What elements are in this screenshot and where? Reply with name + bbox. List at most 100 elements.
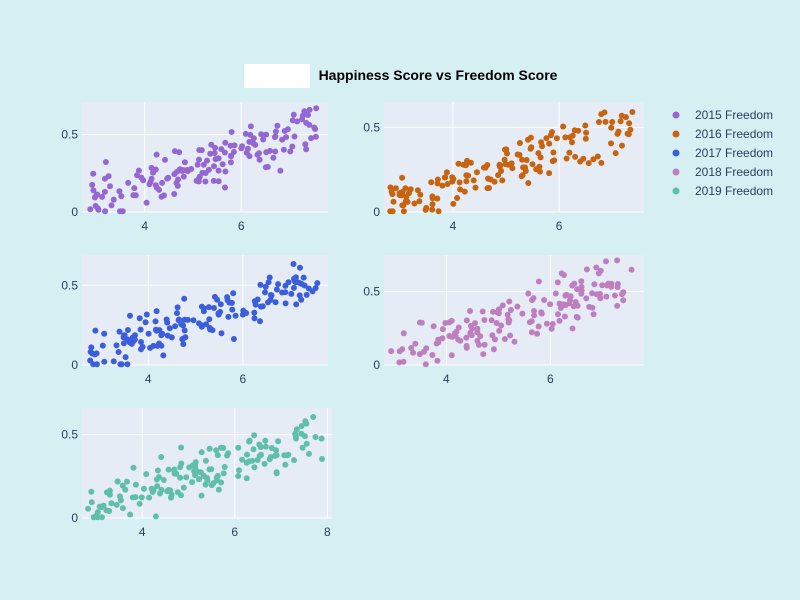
data-point: [90, 170, 97, 177]
data-point: [125, 179, 132, 186]
data-point: [135, 167, 142, 174]
data-point: [200, 161, 207, 168]
data-point: [429, 206, 436, 213]
data-point: [562, 134, 569, 141]
data-point: [210, 177, 217, 184]
data-point: [285, 451, 292, 458]
data-point: [313, 105, 320, 112]
legend-marker-icon: [672, 187, 680, 195]
data-point: [246, 438, 253, 445]
data-point: [90, 187, 97, 194]
data-point: [614, 130, 621, 137]
data-point: [124, 327, 131, 333]
legend-item[interactable]: 2015 Freedom: [672, 108, 774, 122]
data-point: [305, 112, 311, 118]
data-point: [302, 141, 309, 148]
data-point: [548, 325, 555, 332]
data-point: [168, 494, 174, 501]
data-point: [402, 198, 409, 205]
data-point: [501, 336, 508, 342]
data-point: [225, 313, 232, 320]
legend-marker-icon: [672, 130, 680, 138]
data-point: [218, 330, 225, 337]
data-point: [113, 342, 120, 349]
data-point: [87, 206, 94, 213]
data-point: [88, 488, 95, 495]
data-point: [446, 319, 453, 326]
legend-item[interactable]: 2019 Freedom: [672, 184, 774, 198]
data-point: [484, 185, 491, 192]
data-point: [593, 291, 600, 298]
data-point: [493, 320, 500, 326]
data-point: [456, 179, 463, 186]
data-point: [462, 162, 469, 169]
data-point: [161, 192, 167, 199]
data-point: [264, 163, 271, 170]
data-point: [531, 312, 538, 319]
data-point: [239, 456, 246, 463]
data-point: [590, 311, 597, 318]
data-point: [284, 126, 291, 133]
data-point: [534, 330, 541, 337]
legend-item[interactable]: 2018 Freedom: [672, 165, 774, 179]
data-point: [410, 349, 417, 356]
data-point: [449, 174, 456, 181]
data-point: [282, 461, 289, 468]
data-point: [89, 181, 96, 188]
data-point: [312, 133, 319, 140]
data-point: [221, 464, 228, 470]
data-point: [213, 447, 220, 454]
data-point: [224, 452, 231, 459]
data-point: [88, 499, 95, 506]
x-tick-label: 6: [238, 219, 245, 233]
data-point: [102, 208, 109, 215]
legend-item[interactable]: 2016 Freedom: [672, 127, 774, 141]
data-point: [598, 159, 605, 166]
x-tick-label: 6: [240, 372, 247, 386]
data-point: [572, 153, 579, 160]
data-point: [429, 195, 436, 202]
data-point: [181, 295, 188, 302]
data-point: [411, 200, 418, 207]
data-point: [596, 119, 602, 125]
data-point: [429, 352, 436, 358]
data-point: [392, 185, 399, 192]
data-point: [454, 195, 461, 201]
data-point: [511, 338, 518, 345]
data-point: [138, 494, 145, 501]
data-point: [124, 361, 131, 368]
data-point: [306, 106, 313, 113]
data-point: [222, 139, 229, 146]
data-point: [186, 464, 193, 471]
legend[interactable]: 2015 Freedom 2016 Freedom 2017 Freedom 2018…: [672, 108, 774, 198]
data-point: [99, 193, 106, 200]
data-point: [272, 299, 279, 306]
data-point: [388, 348, 395, 355]
data-point: [147, 344, 154, 351]
data-point: [603, 258, 609, 265]
y-tick-label: 0.5: [363, 120, 380, 134]
data-point: [143, 311, 150, 318]
data-point: [196, 147, 203, 153]
data-point: [387, 208, 394, 215]
data-point: [138, 339, 144, 345]
data-point: [224, 294, 231, 301]
data-point: [117, 208, 123, 215]
legend-item[interactable]: 2017 Freedom: [672, 146, 774, 160]
data-point: [290, 261, 297, 267]
data-point: [181, 159, 188, 166]
data-point: [215, 486, 222, 493]
data-point: [312, 285, 319, 291]
data-point: [202, 170, 209, 176]
data-point: [492, 336, 498, 343]
data-point: [494, 309, 501, 316]
data-point: [262, 437, 269, 444]
data-point: [181, 316, 188, 323]
data-point: [214, 296, 221, 303]
data-point: [210, 480, 217, 486]
data-point: [457, 337, 464, 344]
data-point: [594, 153, 601, 160]
data-point: [174, 489, 181, 496]
data-point: [525, 136, 531, 143]
